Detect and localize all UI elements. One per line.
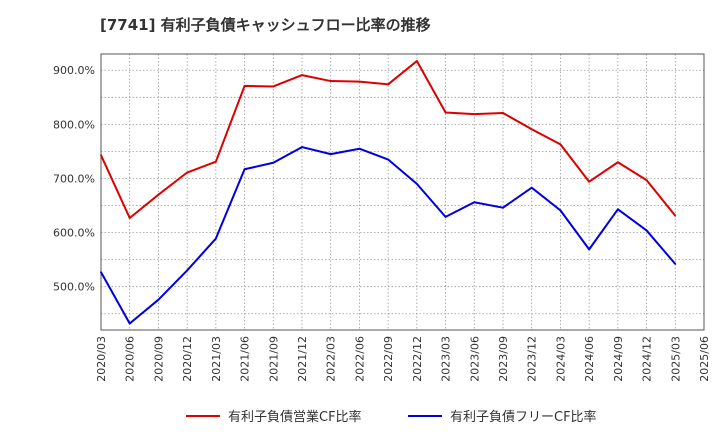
y-axis-ticks: 500.0% 600.0% 700.0% 800.0% 900.0% (53, 64, 95, 293)
data-point (530, 128, 533, 131)
data-point (415, 60, 418, 62)
data-point (588, 180, 591, 183)
data-point (616, 208, 619, 211)
data-point (128, 322, 131, 325)
data-point (444, 215, 447, 218)
data-point (473, 113, 476, 115)
x-tick-label: 2020/09 (152, 336, 165, 382)
plot-frame (100, 53, 705, 331)
x-tick-label: 2020/12 (181, 336, 194, 382)
grid (101, 54, 704, 330)
legend-label: 有利子負債営業CF比率 (228, 409, 362, 425)
data-point (301, 74, 303, 77)
data-point (559, 209, 562, 212)
data-point (301, 146, 303, 148)
data-point (186, 269, 189, 272)
series-lines (100, 60, 677, 325)
data-point (387, 158, 390, 161)
x-tick-label: 2022/06 (353, 336, 366, 382)
x-tick-label: 2022/12 (411, 336, 424, 382)
data-point (588, 248, 591, 251)
x-tick-label: 2023/09 (497, 336, 510, 382)
legend: 有利子負債営業CF比率 有利子負債フリーCF比率 (186, 409, 597, 425)
x-tick-label: 2023/03 (440, 336, 453, 382)
x-tick-label: 2024/09 (612, 336, 625, 382)
data-point (128, 217, 131, 219)
data-point (358, 80, 361, 83)
data-point (645, 229, 648, 232)
data-point (444, 111, 447, 114)
x-tick-label: 2020/03 (95, 336, 108, 382)
data-point (530, 186, 533, 189)
data-point (214, 237, 217, 240)
data-point (329, 153, 332, 156)
x-tick-label: 2023/12 (526, 336, 539, 382)
data-point (645, 179, 648, 181)
y-tick-label: 800.0% (53, 118, 95, 131)
x-tick-label: 2025/06 (698, 336, 711, 382)
x-tick-label: 2022/03 (325, 336, 338, 382)
data-point (674, 263, 677, 265)
data-point (157, 193, 160, 196)
x-tick-label: 2021/06 (239, 336, 252, 382)
data-point (616, 161, 619, 164)
data-point (502, 112, 504, 114)
y-tick-label: 700.0% (53, 172, 95, 185)
data-point (272, 85, 275, 88)
x-tick-label: 2022/09 (382, 336, 395, 382)
data-point (243, 85, 246, 87)
data-point (559, 143, 562, 146)
x-tick-label: 2024/06 (583, 336, 596, 382)
x-tick-label: 2021/12 (296, 336, 309, 382)
data-point (674, 214, 677, 217)
y-tick-label: 500.0% (53, 281, 95, 294)
data-point (415, 182, 418, 185)
x-axis-ticks: 2020/03 2020/06 2020/09 2020/12 2021/03 2021/… (95, 336, 711, 382)
data-point (358, 147, 361, 150)
data-point (387, 83, 390, 86)
data-point (100, 271, 102, 273)
data-point (214, 160, 217, 163)
data-point (473, 201, 476, 204)
x-tick-label: 2024/03 (554, 336, 567, 382)
data-point (329, 80, 332, 82)
x-tick-label: 2025/03 (669, 336, 682, 382)
data-point (272, 161, 275, 164)
x-tick-label: 2021/03 (210, 336, 223, 382)
data-point (157, 298, 160, 301)
data-point (502, 206, 504, 209)
legend-label: 有利子負債フリーCF比率 (450, 409, 597, 425)
data-point (100, 154, 102, 157)
data-point (186, 171, 189, 174)
x-tick-label: 2020/06 (124, 336, 137, 382)
data-point (243, 168, 246, 171)
x-tick-label: 2023/06 (468, 336, 481, 382)
y-tick-label: 600.0% (53, 227, 95, 240)
x-tick-label: 2024/12 (641, 336, 654, 382)
chart-title: [7741] 有利子負債キャッシュフロー比率の推移 (100, 16, 431, 34)
x-tick-label: 2021/09 (267, 336, 280, 382)
y-tick-label: 900.0% (53, 64, 95, 77)
